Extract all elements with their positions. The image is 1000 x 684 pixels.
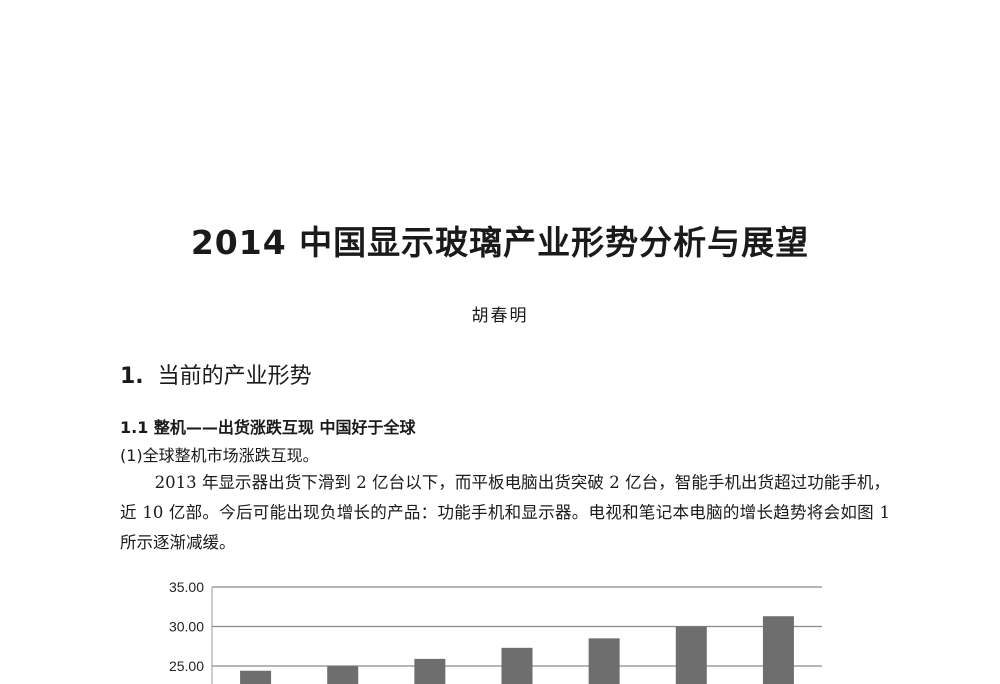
bar	[327, 666, 359, 684]
bar	[675, 626, 707, 684]
bar	[588, 638, 620, 684]
section-title: 当前的产业形势	[157, 364, 312, 389]
bar	[414, 658, 446, 684]
y-tick-label: 25.00	[169, 658, 204, 674]
author: 胡春明	[471, 306, 529, 326]
bar	[501, 647, 533, 684]
y-tick-label: 35.00	[169, 579, 204, 595]
bar	[762, 616, 794, 684]
subheading: (1)全球整机市场涨跌互现。	[120, 446, 319, 465]
bar	[240, 670, 272, 684]
section-heading: 1. 当前的产业形势	[120, 358, 312, 390]
section-number: 1.	[120, 364, 144, 389]
document-title: 2014 中国显示玻璃产业形势分析与展望	[190, 223, 810, 262]
y-tick-label: 30.00	[169, 619, 204, 635]
body-paragraph: 2013 年显示器出货下滑到 2 亿台以下，而平板电脑出货突破 2 亿台，智能手…	[120, 473, 890, 552]
subsection-heading: 1.1 整机——出货涨跌互现 中国好于全球	[120, 418, 416, 437]
